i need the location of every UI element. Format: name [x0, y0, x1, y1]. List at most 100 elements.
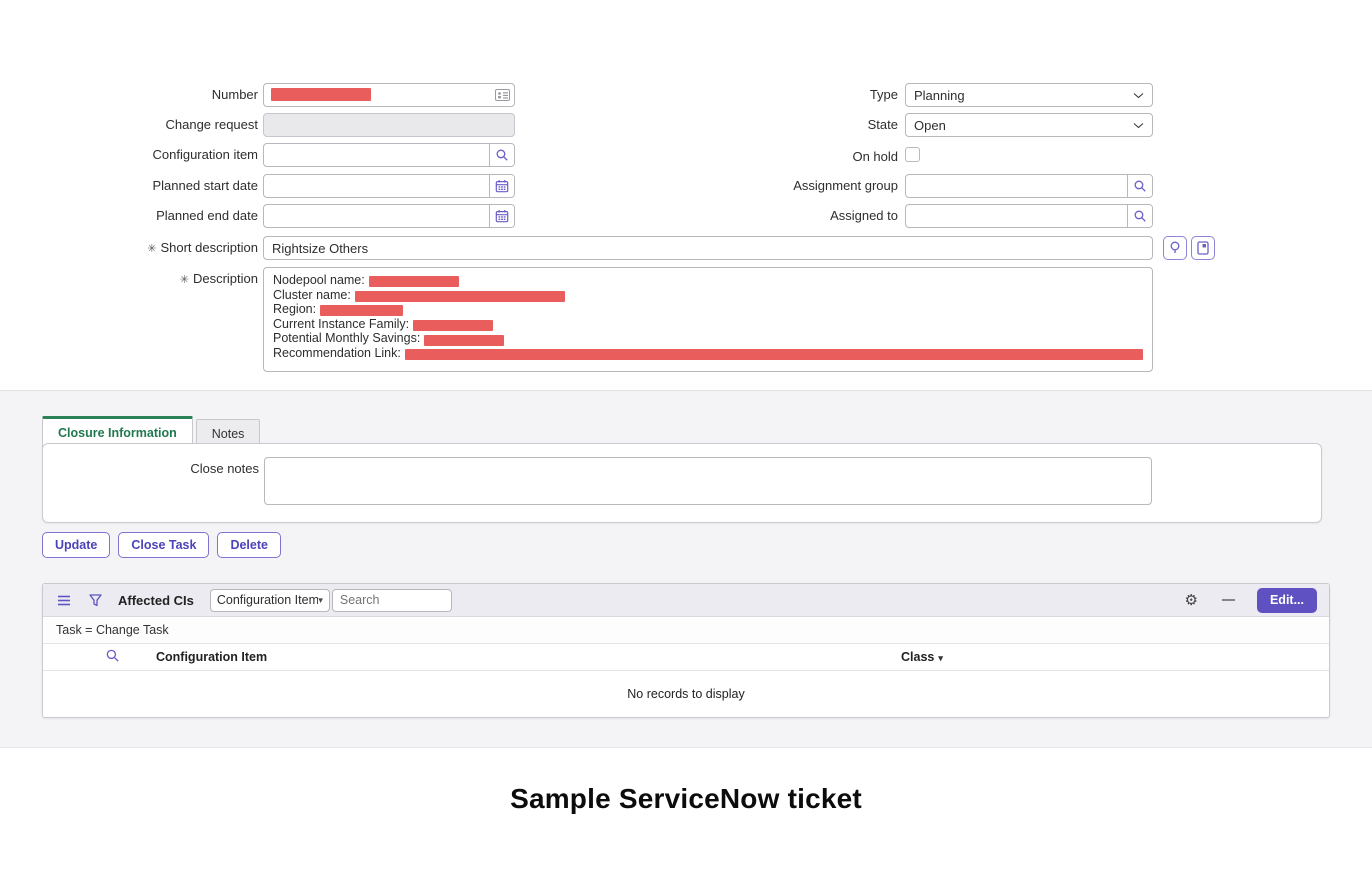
planned-start-date-input[interactable] — [264, 175, 489, 197]
funnel-filter-icon — [89, 593, 102, 607]
list-filter-button[interactable] — [87, 592, 104, 609]
redaction-bar — [413, 319, 494, 331]
delete-button[interactable]: Delete — [217, 532, 281, 558]
redaction-bar — [424, 334, 505, 346]
section-tabs: Closure Information Notes — [42, 416, 263, 447]
configuration-item-field[interactable] — [263, 143, 515, 167]
suggestion-button[interactable] — [1163, 236, 1187, 260]
planned-start-date-label: Planned start date — [152, 178, 258, 193]
affected-cis-title: Affected CIs — [118, 592, 194, 608]
assignment-group-field[interactable] — [905, 174, 1153, 198]
state-label: State — [867, 117, 898, 132]
redaction-bar — [404, 349, 1143, 361]
lightbulb-icon — [1169, 241, 1181, 255]
list-condition-breadcrumb[interactable]: Task = Change Task — [43, 617, 1329, 644]
update-button[interactable]: Update — [42, 532, 111, 558]
list-search-input[interactable] — [331, 588, 452, 612]
tab-notes[interactable]: Notes — [195, 419, 261, 447]
assignment-group-lookup-button[interactable] — [1127, 175, 1152, 197]
planned-end-date-field[interactable] — [263, 204, 515, 228]
description-line: Potential Monthly Savings: — [273, 331, 1143, 346]
description-line: Nodepool name: — [273, 273, 1143, 288]
description-line: Cluster name: — [273, 288, 1143, 303]
list-collapse-button[interactable] — [1220, 597, 1237, 603]
chevron-down-icon — [1133, 92, 1144, 99]
search-icon — [105, 648, 120, 663]
number-field[interactable] — [263, 83, 515, 107]
on-hold-label: On hold — [852, 149, 898, 164]
type-select[interactable]: Planning — [905, 83, 1153, 107]
search-icon — [1133, 179, 1147, 193]
state-select[interactable]: Open — [905, 113, 1153, 137]
affected-cis-list: Affected CIs Configuration Item ( ▾ ⚙ Ed… — [42, 583, 1330, 718]
description-line: Region: — [273, 302, 1143, 317]
change-request-field — [263, 113, 515, 137]
state-select-value: Open — [914, 117, 946, 133]
search-icon — [495, 148, 509, 162]
on-hold-checkbox[interactable] — [905, 147, 920, 162]
configuration-item-label: Configuration item — [152, 147, 259, 162]
required-icon: ✳ — [147, 243, 157, 255]
list-context-menu-button[interactable] — [55, 593, 73, 608]
change-task-form: Number Type Planning Change request Stat… — [0, 0, 1372, 390]
type-label: Type — [869, 87, 898, 102]
change-request-label: Change request — [165, 117, 258, 132]
edit-button[interactable]: Edit... — [1256, 587, 1317, 613]
form-action-buttons: Update Close Task Delete — [42, 532, 281, 558]
caret-down-icon: ▾ — [938, 653, 943, 663]
description-label: ✳ Description — [179, 271, 258, 286]
planned-start-date-field[interactable] — [263, 174, 515, 198]
description-line: Recommendation Link: — [273, 346, 1143, 361]
hamburger-menu-icon — [57, 595, 71, 606]
type-select-value: Planning — [914, 87, 965, 103]
redaction-bar — [368, 276, 459, 288]
search-field-select-value: Configuration Item ( — [216, 593, 319, 607]
short-description-input[interactable] — [264, 237, 1152, 259]
gear-icon: ⚙ — [1184, 591, 1198, 609]
planned-end-date-picker-button[interactable] — [489, 205, 514, 227]
close-task-button[interactable]: Close Task — [118, 532, 210, 558]
caret-down-icon: ▾ — [318, 594, 323, 605]
description-textarea[interactable]: Nodepool name: Cluster name: Region: Cur… — [263, 267, 1153, 372]
required-icon: ✳ — [179, 274, 189, 286]
configuration-item-input[interactable] — [264, 144, 489, 166]
number-redaction-bar — [271, 88, 371, 102]
record-preview-icon[interactable] — [490, 84, 514, 106]
minus-icon — [1221, 599, 1235, 601]
list-settings-button[interactable]: ⚙ — [1183, 591, 1200, 610]
short-description-label: ✳ Short description — [147, 240, 258, 255]
image-caption: Sample ServiceNow ticket — [510, 783, 862, 814]
affected-cis-toolbar: Affected CIs Configuration Item ( ▾ ⚙ Ed… — [43, 584, 1329, 617]
assignment-group-input[interactable] — [906, 175, 1127, 197]
empty-list-message: No records to display — [627, 687, 745, 701]
description-line: Current Instance Family: — [273, 317, 1143, 332]
close-notes-textarea[interactable] — [264, 457, 1152, 505]
search-field-select[interactable]: Configuration Item ( ▾ — [209, 588, 330, 612]
chevron-down-icon — [1133, 122, 1144, 129]
tab-closure-information[interactable]: Closure Information — [42, 416, 193, 447]
column-header-configuration-item[interactable]: Configuration Item — [156, 650, 268, 664]
column-search-toggle[interactable] — [105, 648, 120, 663]
knowledge-search-button[interactable] — [1191, 236, 1215, 260]
assigned-to-input[interactable] — [906, 205, 1127, 227]
number-label: Number — [211, 87, 258, 102]
redaction-bar — [320, 305, 404, 317]
list-header-row: Configuration Item Class ▾ — [43, 644, 1329, 671]
planned-end-date-input[interactable] — [264, 205, 489, 227]
assigned-to-label: Assigned to — [830, 208, 898, 223]
column-header-class[interactable]: Class ▾ — [901, 650, 943, 664]
search-icon — [1133, 209, 1147, 223]
planned-end-date-label: Planned end date — [156, 208, 258, 223]
short-description-field[interactable] — [263, 236, 1153, 260]
related-sections-panel: Closure Information Notes Close notes Up… — [0, 390, 1372, 748]
planned-start-date-picker-button[interactable] — [489, 175, 514, 197]
close-notes-label: Close notes — [190, 461, 259, 476]
assigned-to-lookup-button[interactable] — [1127, 205, 1152, 227]
assignment-group-label: Assignment group — [793, 178, 898, 193]
assigned-to-field[interactable] — [905, 204, 1153, 228]
calendar-icon — [495, 179, 509, 193]
redaction-bar — [354, 290, 565, 302]
configuration-item-lookup-button[interactable] — [489, 144, 514, 166]
closure-information-section: Close notes — [42, 443, 1322, 523]
